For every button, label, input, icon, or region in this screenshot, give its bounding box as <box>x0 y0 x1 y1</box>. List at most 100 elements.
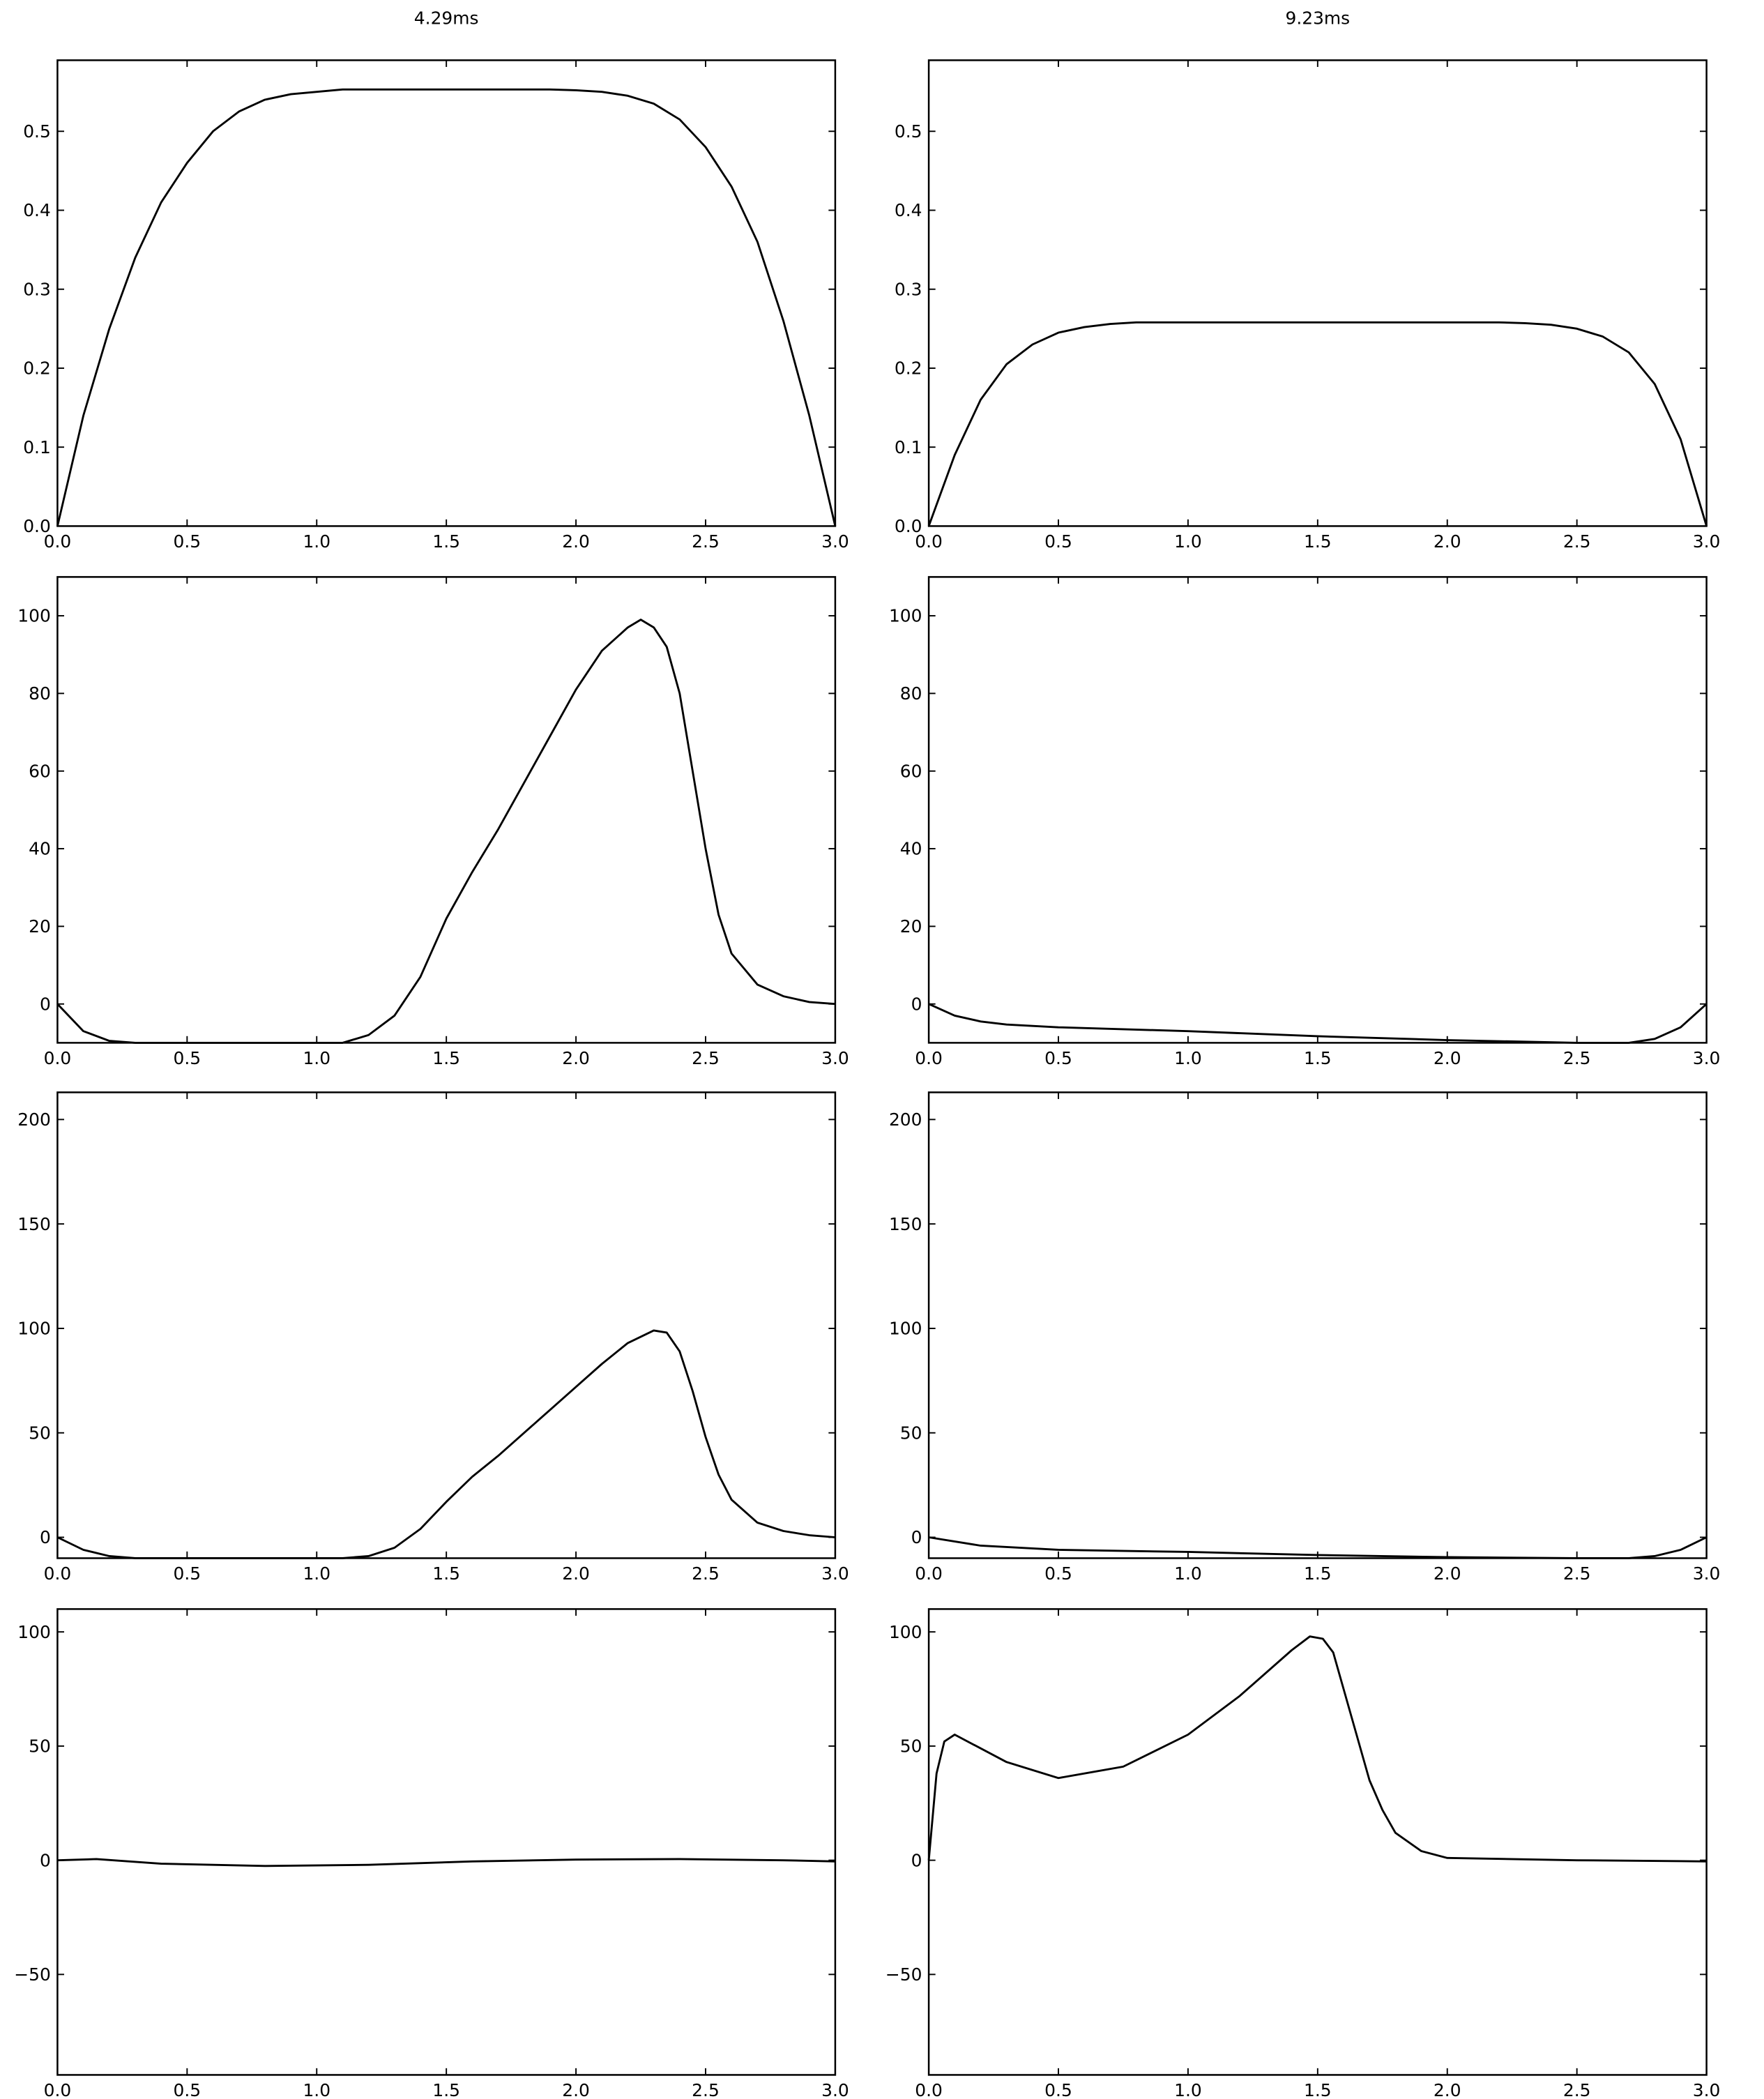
x-tick-label: 1.5 <box>1304 2080 1332 2099</box>
data-line <box>56 619 836 1044</box>
y-tick-label: 0.4 <box>895 200 922 220</box>
x-tick-label: 2.5 <box>1563 1048 1591 1068</box>
y-tick-label: 0 <box>911 994 922 1014</box>
y-tick-label: 100 <box>17 1622 51 1642</box>
x-tick-label: 1.0 <box>303 2080 330 2099</box>
axes-frame <box>56 1091 837 1559</box>
x-tick-label: 1.5 <box>432 2080 460 2099</box>
x-tick-label: 1.5 <box>432 531 460 552</box>
axes-frame <box>927 1608 1708 2076</box>
x-tick-label: 3.0 <box>1693 1563 1721 1584</box>
x-tick-label: 0.5 <box>1044 1563 1072 1584</box>
y-tick-label: 0.4 <box>23 200 51 220</box>
x-tick-label: 1.5 <box>432 1048 460 1068</box>
y-tick-label: 0 <box>40 1850 51 1870</box>
y-tick-label: 50 <box>900 1423 922 1443</box>
y-tick-label: 0.2 <box>895 358 922 379</box>
x-tick-label: 0.0 <box>44 1563 72 1584</box>
x-tick-label: 0.5 <box>1044 2080 1072 2099</box>
y-tick-label: 50 <box>29 1736 51 1757</box>
x-tick-label: 1.0 <box>1174 1048 1202 1068</box>
y-tick-label: 200 <box>17 1109 51 1130</box>
data-line <box>57 1858 835 1867</box>
y-tick-label: 20 <box>900 916 922 937</box>
axes-frame <box>927 1091 1708 1559</box>
x-tick-label: 1.5 <box>1304 531 1332 552</box>
y-tick-label: 0.3 <box>895 279 922 299</box>
x-tick-label: 3.0 <box>821 1048 849 1068</box>
x-tick-label: 0.5 <box>1044 531 1072 552</box>
chart-title: 4.29ms <box>414 8 479 29</box>
y-tick-label: 60 <box>29 761 51 781</box>
y-tick-label: 100 <box>17 606 51 626</box>
y-tick-label: 0.1 <box>23 437 51 457</box>
x-tick-label: 0.5 <box>174 1048 202 1068</box>
y-tick-label: 50 <box>29 1423 51 1443</box>
x-tick-label: 0.0 <box>915 531 943 552</box>
y-tick-label: 200 <box>889 1109 922 1130</box>
x-tick-label: 2.5 <box>692 1563 720 1584</box>
x-tick-label: 1.5 <box>432 1563 460 1584</box>
x-tick-label: 0.0 <box>915 1048 943 1068</box>
x-tick-label: 1.0 <box>303 1048 330 1068</box>
y-tick-label: 150 <box>889 1214 922 1234</box>
y-tick-label: −50 <box>14 1964 51 1985</box>
y-tick-label: 0.1 <box>895 437 922 457</box>
x-tick-label: 1.0 <box>1174 531 1202 552</box>
data-line <box>927 321 1708 526</box>
data-line <box>56 1329 836 1559</box>
y-tick-label: 0.0 <box>895 516 922 536</box>
axes-frame <box>56 1608 837 2076</box>
y-tick-label: 0.5 <box>895 121 922 142</box>
x-tick-label: 2.0 <box>1434 1563 1461 1584</box>
x-tick-label: 0.0 <box>915 1563 943 1584</box>
y-tick-label: 100 <box>889 606 922 626</box>
x-tick-label: 0.0 <box>915 2080 943 2099</box>
x-tick-label: 2.5 <box>1563 1563 1591 1584</box>
x-tick-label: 2.5 <box>692 2080 720 2099</box>
y-tick-label: 40 <box>29 839 51 859</box>
axes-frame <box>927 59 1708 527</box>
y-tick-label: 0.0 <box>23 516 51 536</box>
x-tick-label: 1.0 <box>1174 2080 1202 2099</box>
y-tick-label: 0 <box>40 994 51 1014</box>
y-tick-label: 0.3 <box>23 279 51 299</box>
x-tick-label: 1.0 <box>303 531 330 552</box>
x-tick-label: 1.5 <box>1304 1048 1332 1068</box>
y-tick-label: 40 <box>900 839 922 859</box>
x-tick-label: 0.5 <box>174 2080 202 2099</box>
y-tick-label: 150 <box>17 1214 51 1234</box>
axes-frame <box>56 576 837 1044</box>
chart-title: 9.23ms <box>1285 8 1350 29</box>
x-tick-label: 2.0 <box>562 1048 590 1068</box>
y-tick-label: 100 <box>889 1622 922 1642</box>
x-tick-label: 3.0 <box>821 531 849 552</box>
y-tick-label: −50 <box>885 1964 922 1985</box>
x-tick-label: 0.5 <box>174 1563 202 1584</box>
x-tick-label: 0.0 <box>44 2080 72 2099</box>
x-tick-label: 0.5 <box>1044 1048 1072 1068</box>
x-tick-label: 2.5 <box>1563 2080 1591 2099</box>
y-tick-label: 100 <box>17 1319 51 1339</box>
x-tick-label: 1.5 <box>1304 1563 1332 1584</box>
x-tick-label: 0.0 <box>44 531 72 552</box>
x-tick-label: 3.0 <box>821 1563 849 1584</box>
data-line <box>928 1536 1708 1559</box>
x-tick-label: 1.0 <box>303 1563 330 1584</box>
x-tick-label: 3.0 <box>821 2080 849 2099</box>
x-tick-label: 2.5 <box>1563 531 1591 552</box>
y-tick-label: 0 <box>40 1527 51 1547</box>
x-tick-label: 2.0 <box>1434 531 1461 552</box>
data-line <box>928 1003 1708 1044</box>
x-tick-label: 2.0 <box>562 1563 590 1584</box>
x-tick-label: 0.5 <box>174 531 202 552</box>
y-tick-label: 20 <box>29 916 51 937</box>
x-tick-label: 3.0 <box>1693 2080 1721 2099</box>
x-tick-label: 2.5 <box>692 531 720 552</box>
y-tick-label: 0.5 <box>23 121 51 142</box>
axes-frame <box>56 59 837 527</box>
y-tick-label: 0 <box>911 1850 922 1870</box>
x-tick-label: 2.0 <box>1434 2080 1461 2099</box>
